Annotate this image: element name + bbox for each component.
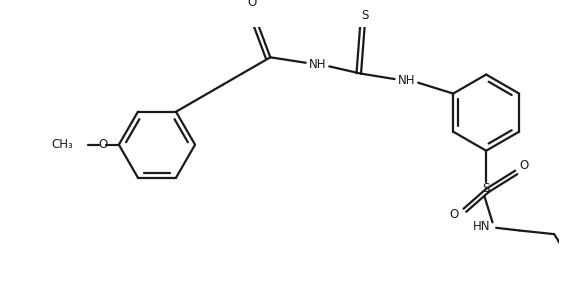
Text: NH: NH — [398, 74, 415, 87]
Text: O: O — [247, 0, 257, 10]
Text: O: O — [98, 138, 107, 151]
Text: O: O — [450, 208, 459, 221]
Text: S: S — [482, 182, 490, 195]
Text: HN: HN — [473, 220, 490, 233]
Text: NH: NH — [309, 58, 326, 71]
Text: CH₃: CH₃ — [52, 138, 73, 151]
Text: O: O — [520, 159, 529, 172]
Text: S: S — [361, 9, 369, 22]
